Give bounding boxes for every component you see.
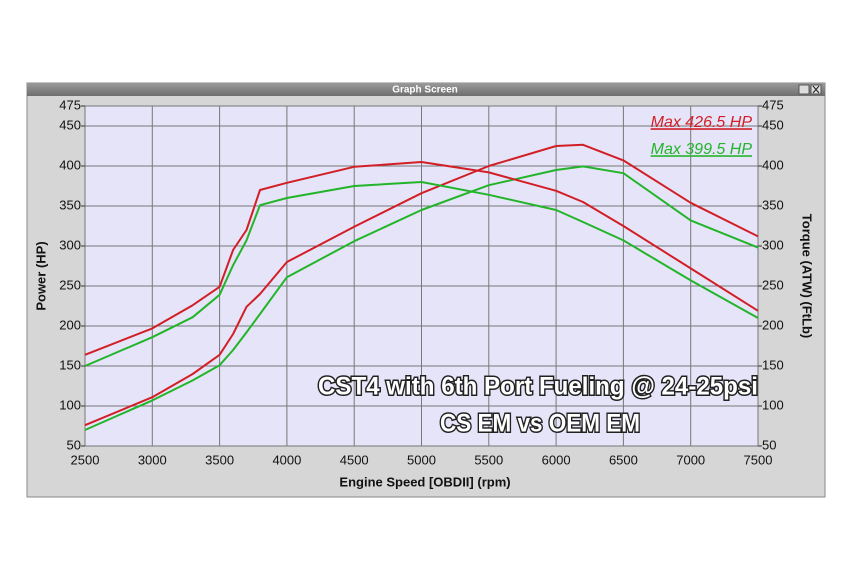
y-tick-label: 300 [59, 237, 81, 252]
y-axis-label: Power (HP) [33, 241, 48, 310]
y2-tick-label: 450 [762, 117, 784, 132]
restore-button[interactable] [798, 84, 810, 95]
y2-tick-label: 300 [762, 237, 784, 252]
title-bar [27, 83, 825, 96]
series-line [84, 143, 759, 427]
y2-tick-label: 475 [762, 97, 784, 112]
y2-axis-label: Torque (ATW) (FtLb) [800, 214, 815, 338]
x-tick-label: 5000 [407, 452, 436, 467]
y-tick-label: 200 [59, 317, 81, 332]
annotation: CS EM vs OEM EM [440, 410, 640, 438]
annotation: Max 399.5 HP [651, 141, 753, 158]
y2-tick-label: 400 [762, 157, 784, 172]
x-tick-label: 7000 [676, 452, 705, 467]
y-tick-label: 50 [67, 437, 81, 452]
y-tick-label: 100 [59, 397, 81, 412]
y2-tick-label: 250 [762, 277, 784, 292]
labels: 2500 3000 3500 4000 4500 5000 5500 6000 6500 7000… [59, 97, 783, 467]
x-tick-label: 2500 [71, 452, 100, 467]
x-tick-label: 5500 [474, 452, 503, 467]
x-tick-label: 6500 [609, 452, 638, 467]
x-axis-label: Engine Speed [OBDII] (rpm) [339, 474, 510, 489]
annotation: CST4 with 6th Port Fueling @ 24-25psi [318, 373, 758, 401]
y-tick-label: 150 [59, 357, 81, 372]
x-tick-label: 3500 [205, 452, 234, 467]
series-line [84, 161, 759, 356]
y-tick-label: 400 [59, 157, 81, 172]
annotation: Max 426.5 HP [651, 114, 753, 131]
series-line [84, 165, 759, 431]
x-tick-label: 4500 [340, 452, 369, 467]
x-tick-label: 4000 [272, 452, 301, 467]
y2-tick-label: 50 [762, 437, 776, 452]
window-title: Graph Screen [392, 85, 458, 96]
series-line [84, 181, 759, 367]
x-tick-label: 3000 [138, 452, 167, 467]
y-tick-label: 475 [59, 97, 81, 112]
y2-tick-label: 150 [762, 357, 784, 372]
x-tick-label: 7500 [744, 452, 773, 467]
x-tick-label: 6000 [542, 452, 571, 467]
y-tick-label: 450 [59, 117, 81, 132]
y-tick-label: 250 [59, 277, 81, 292]
y2-tick-label: 100 [762, 397, 784, 412]
lines [84, 143, 759, 431]
y2-tick-label: 200 [762, 317, 784, 332]
y2-tick-label: 350 [762, 197, 784, 212]
close-icon [812, 85, 820, 94]
y-tick-label: 350 [59, 197, 81, 212]
grid [81, 105, 762, 447]
